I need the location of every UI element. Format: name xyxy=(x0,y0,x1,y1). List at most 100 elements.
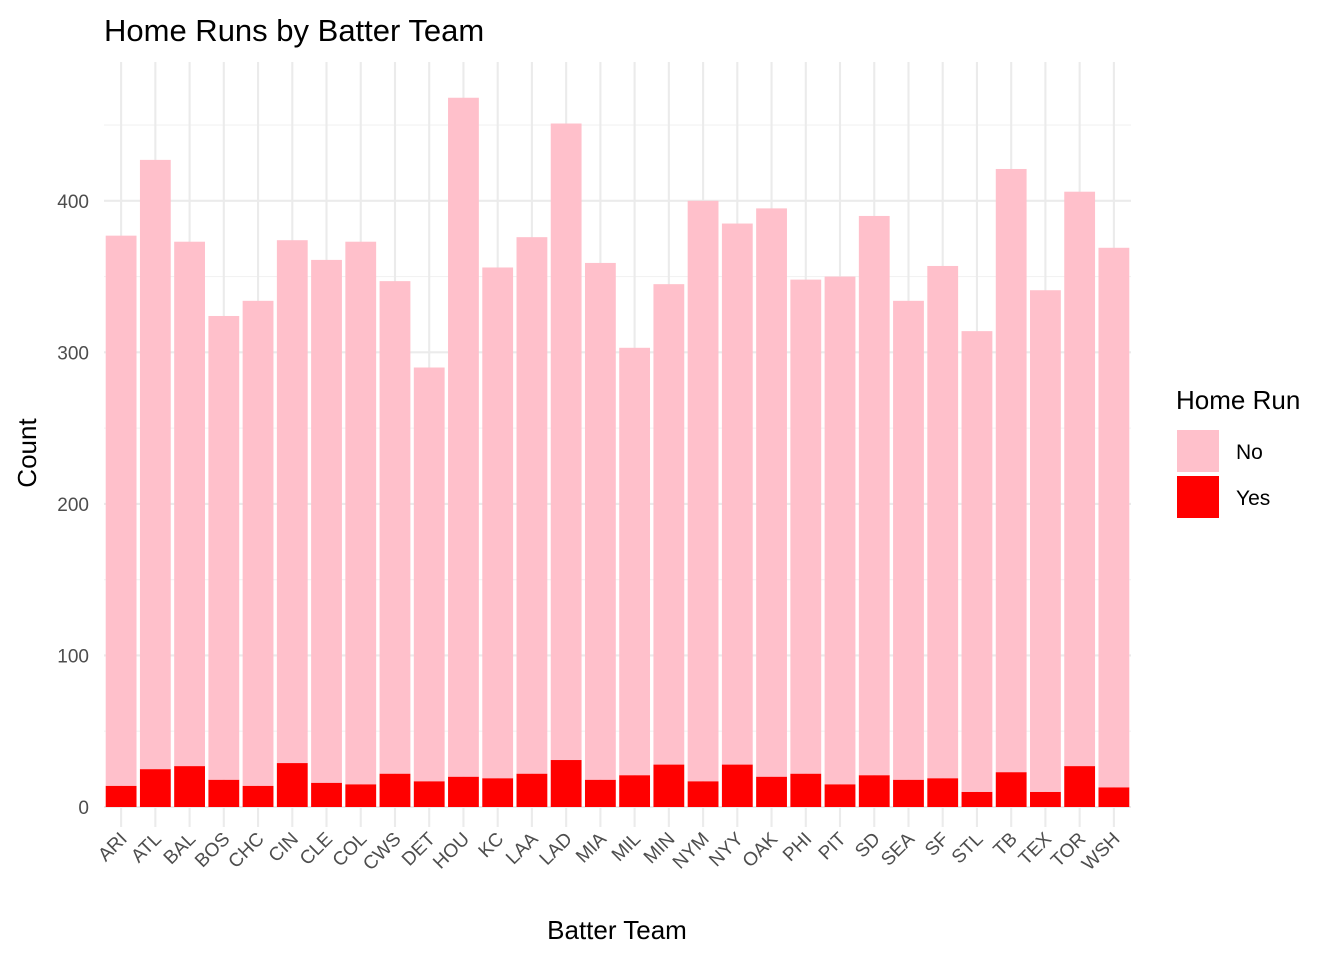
y-tick-label: 400 xyxy=(57,192,89,213)
bar-yes-col xyxy=(345,784,377,807)
x-tick-label: OAK xyxy=(739,828,782,871)
bar-no-tor xyxy=(1064,191,1096,767)
x-tick-label: SEA xyxy=(877,828,919,870)
bar-yes-bos xyxy=(208,779,240,807)
bar-yes-bal xyxy=(174,766,205,807)
legend-key-yes xyxy=(1177,476,1219,518)
legend-label-yes: Yes xyxy=(1236,487,1270,510)
y-axis-title: Count xyxy=(12,418,42,488)
bar-no-nyy xyxy=(721,223,753,765)
bar-yes-min xyxy=(653,764,685,807)
bar-yes-sea xyxy=(893,779,924,807)
x-tick-label: LAD xyxy=(536,829,577,870)
y-tick-label: 100 xyxy=(57,646,89,667)
bar-no-atl xyxy=(139,159,171,770)
bar-yes-tex xyxy=(1030,791,1061,807)
y-tick-label: 300 xyxy=(57,343,89,364)
bar-no-sd xyxy=(858,215,890,776)
bar-no-hou xyxy=(448,97,479,777)
bar-no-cws xyxy=(379,281,411,774)
bar-yes-cws xyxy=(379,773,411,807)
bars xyxy=(105,97,1130,807)
bar-yes-cin xyxy=(276,763,308,807)
bar-yes-laa xyxy=(516,773,548,807)
x-tick-label: SF xyxy=(921,829,953,861)
bar-no-min xyxy=(653,284,685,765)
bar-no-cin xyxy=(276,240,308,764)
bar-yes-atl xyxy=(139,769,171,807)
x-tick-label: MIL xyxy=(608,829,645,866)
legend-key-no xyxy=(1177,430,1219,472)
x-tick-label: CHC xyxy=(225,829,269,873)
bar-no-sea xyxy=(893,300,924,780)
bar-yes-cle xyxy=(311,782,342,807)
bar-no-cle xyxy=(311,259,342,783)
x-tick-label: HOU xyxy=(429,829,474,874)
bar-no-laa xyxy=(516,237,548,774)
y-tick-label: 0 xyxy=(78,798,89,819)
x-tick-label: TEX xyxy=(1015,828,1056,869)
x-tick-label: NYM xyxy=(669,829,714,874)
bar-no-bos xyxy=(208,315,240,780)
x-tick-label: STL xyxy=(948,829,987,868)
bar-yes-tor xyxy=(1064,766,1096,807)
bar-no-col xyxy=(345,241,377,785)
legend-label-no: No xyxy=(1236,441,1263,464)
bar-yes-hou xyxy=(448,776,479,807)
bar-no-nym xyxy=(687,200,719,782)
bar-yes-chc xyxy=(242,785,274,807)
bar-yes-mia xyxy=(584,779,616,807)
bar-no-kc xyxy=(482,267,514,779)
bar-no-wsh xyxy=(1098,247,1130,788)
bar-no-pit xyxy=(824,276,856,785)
bar-yes-wsh xyxy=(1098,787,1130,807)
x-tick-label: CWS xyxy=(359,829,405,875)
bar-yes-nym xyxy=(687,781,719,807)
legend: Home Run No Yes xyxy=(1176,385,1300,518)
x-tick-label: NYY xyxy=(705,828,748,871)
y-tick-label: 200 xyxy=(57,495,89,516)
bar-yes-kc xyxy=(482,778,514,807)
y-axis-ticks: 0 100 200 300 400 xyxy=(57,192,89,819)
bar-yes-nyy xyxy=(721,764,753,807)
bar-no-mil xyxy=(619,347,651,776)
bar-yes-pit xyxy=(824,784,856,807)
bar-yes-stl xyxy=(961,791,993,807)
bar-yes-lad xyxy=(550,760,582,807)
bar-yes-det xyxy=(413,781,445,807)
bar-no-stl xyxy=(961,331,993,792)
bar-yes-ari xyxy=(105,785,137,807)
bar-no-tex xyxy=(1030,290,1061,792)
bar-yes-sf xyxy=(927,778,959,807)
bar-no-det xyxy=(413,367,445,782)
bar-no-oak xyxy=(756,208,787,777)
x-tick-label: BAL xyxy=(160,829,200,869)
bar-no-phi xyxy=(790,279,822,774)
bar-no-ari xyxy=(105,235,137,786)
bar-yes-oak xyxy=(756,776,787,807)
x-tick-label: ATL xyxy=(127,829,165,867)
x-axis-title: Batter Team xyxy=(547,915,687,945)
bar-no-bal xyxy=(174,241,205,767)
x-tick-label: ARI xyxy=(94,829,131,866)
bar-yes-mil xyxy=(619,775,651,807)
x-tick-label: CLE xyxy=(296,829,337,870)
bar-yes-sd xyxy=(858,775,890,807)
bar-no-lad xyxy=(550,123,582,761)
bar-yes-phi xyxy=(790,773,822,807)
legend-title: Home Run xyxy=(1176,385,1300,415)
x-tick-label: PIT xyxy=(815,828,851,864)
bar-yes-tb xyxy=(995,772,1027,807)
bar-no-sf xyxy=(927,265,959,779)
bar-no-chc xyxy=(242,300,274,786)
x-tick-label: LAA xyxy=(502,828,542,868)
x-tick-label: KC xyxy=(475,829,509,863)
x-tick-label: PHI xyxy=(779,829,816,866)
x-tick-label: BOS xyxy=(191,829,234,872)
x-tick-label: WSH xyxy=(1078,829,1124,875)
bar-no-mia xyxy=(584,262,616,780)
chart-title: Home Runs by Batter Team xyxy=(104,13,484,48)
x-tick-label: MIA xyxy=(572,828,611,867)
